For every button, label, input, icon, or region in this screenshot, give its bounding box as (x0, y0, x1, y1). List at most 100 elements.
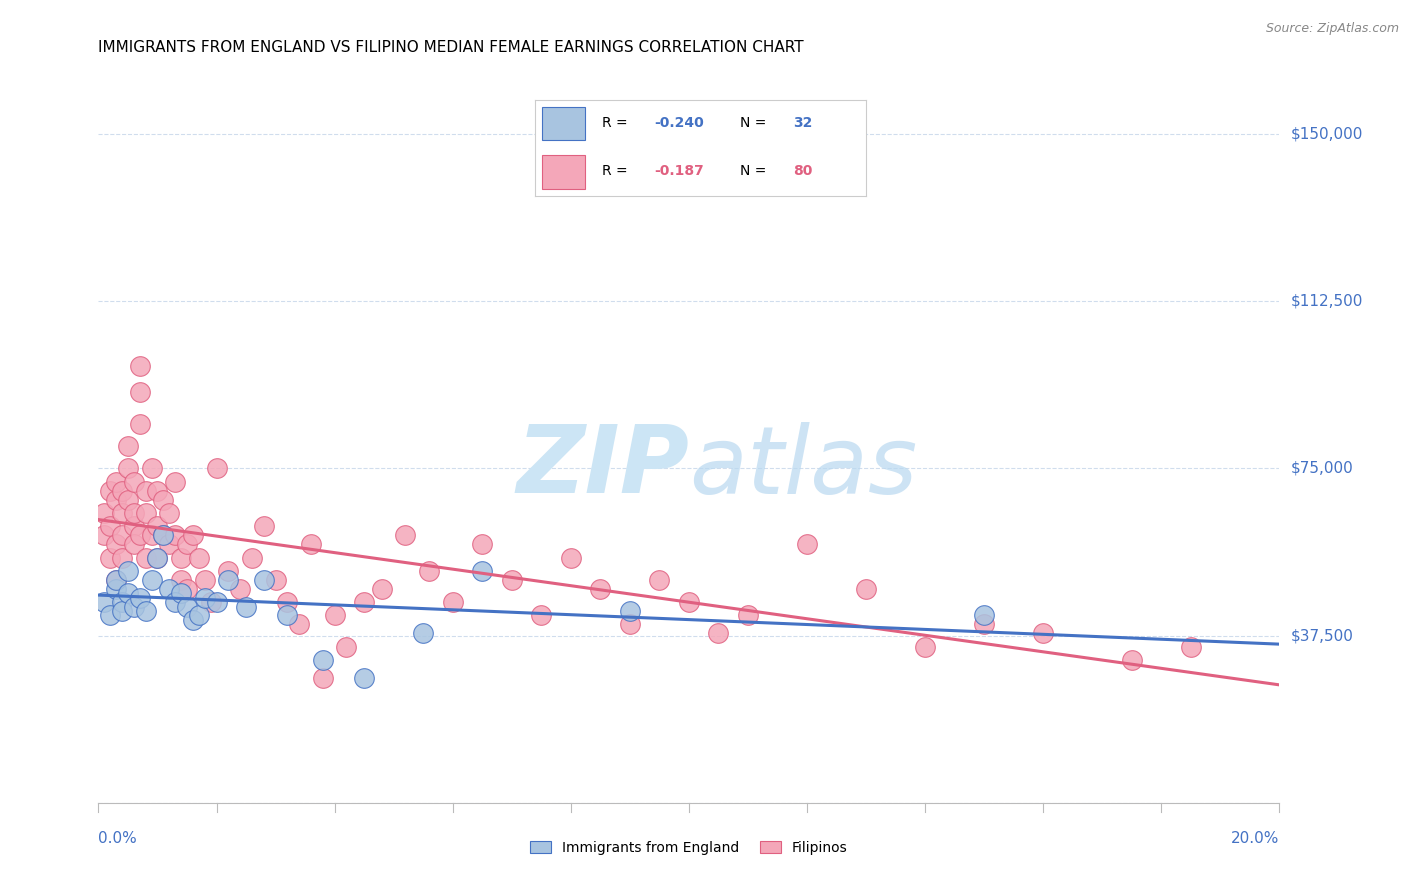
Point (117, 461, 139, 475)
Point (122, 519, 145, 533)
Text: ZIP: ZIP (516, 421, 689, 514)
Point (111, 483, 134, 498)
Text: $75,000: $75,000 (1291, 461, 1354, 475)
Point (200, 595, 222, 609)
Point (170, 550, 193, 565)
Point (187, 550, 209, 565)
Point (471, 537, 494, 551)
Point (128, 591, 150, 605)
Point (1032, 626, 1054, 640)
Point (165, 528, 187, 542)
Text: 0.0%: 0.0% (98, 831, 138, 847)
Point (135, 483, 157, 498)
Point (111, 550, 134, 565)
Point (135, 506, 157, 520)
Point (105, 492, 128, 507)
Point (146, 550, 169, 565)
Point (128, 528, 150, 542)
Point (176, 537, 198, 551)
Point (441, 595, 464, 609)
Point (737, 608, 759, 623)
Text: $150,000: $150,000 (1291, 127, 1362, 141)
Point (117, 439, 139, 453)
Point (128, 385, 150, 400)
Point (205, 595, 228, 609)
Point (288, 617, 311, 632)
Point (335, 640, 357, 654)
Point (105, 573, 128, 587)
Point (323, 608, 346, 623)
Point (122, 475, 145, 489)
Point (122, 537, 145, 551)
Point (353, 671, 375, 685)
Point (98, 483, 121, 498)
Point (235, 599, 257, 614)
Point (217, 564, 239, 578)
Point (170, 573, 193, 587)
Point (122, 599, 145, 614)
Point (128, 359, 150, 373)
Point (678, 595, 700, 609)
Point (117, 586, 139, 600)
Point (253, 519, 276, 533)
Point (176, 582, 198, 596)
Point (135, 550, 157, 565)
Point (111, 528, 134, 542)
Point (619, 604, 641, 618)
Point (141, 461, 163, 475)
Point (93, 595, 115, 609)
Point (187, 608, 209, 623)
Text: atlas: atlas (689, 422, 917, 513)
Point (619, 617, 641, 632)
Point (181, 613, 204, 627)
Point (394, 528, 416, 542)
Point (648, 573, 671, 587)
Point (146, 483, 169, 498)
Point (170, 586, 193, 600)
Point (312, 671, 335, 685)
Point (276, 608, 298, 623)
Point (796, 537, 818, 551)
Point (253, 573, 276, 587)
Point (501, 573, 523, 587)
Point (157, 537, 180, 551)
Point (117, 564, 139, 578)
Point (217, 573, 239, 587)
Point (855, 582, 877, 596)
Point (589, 582, 612, 596)
Point (135, 604, 157, 618)
Point (111, 604, 134, 618)
Point (194, 573, 217, 587)
Text: $112,500: $112,500 (1291, 293, 1362, 309)
Point (707, 626, 730, 640)
Point (418, 564, 440, 578)
Text: 20.0%: 20.0% (1232, 831, 1279, 847)
Point (122, 506, 145, 520)
Text: $37,500: $37,500 (1291, 628, 1354, 643)
Point (1180, 640, 1202, 654)
Point (93, 528, 115, 542)
Point (240, 550, 263, 565)
Point (128, 417, 150, 431)
Point (264, 573, 287, 587)
Point (141, 573, 163, 587)
Point (299, 537, 322, 551)
Point (105, 573, 128, 587)
Point (371, 582, 394, 596)
Point (176, 599, 198, 614)
Point (181, 528, 204, 542)
Point (98, 608, 121, 623)
Point (105, 475, 128, 489)
Point (111, 595, 134, 609)
Point (165, 595, 187, 609)
Point (1121, 653, 1143, 667)
Point (146, 550, 169, 565)
Point (973, 608, 995, 623)
Point (412, 626, 434, 640)
Point (157, 582, 180, 596)
Point (98, 519, 121, 533)
Point (276, 595, 298, 609)
Point (914, 640, 936, 654)
Point (157, 506, 180, 520)
Point (146, 519, 169, 533)
